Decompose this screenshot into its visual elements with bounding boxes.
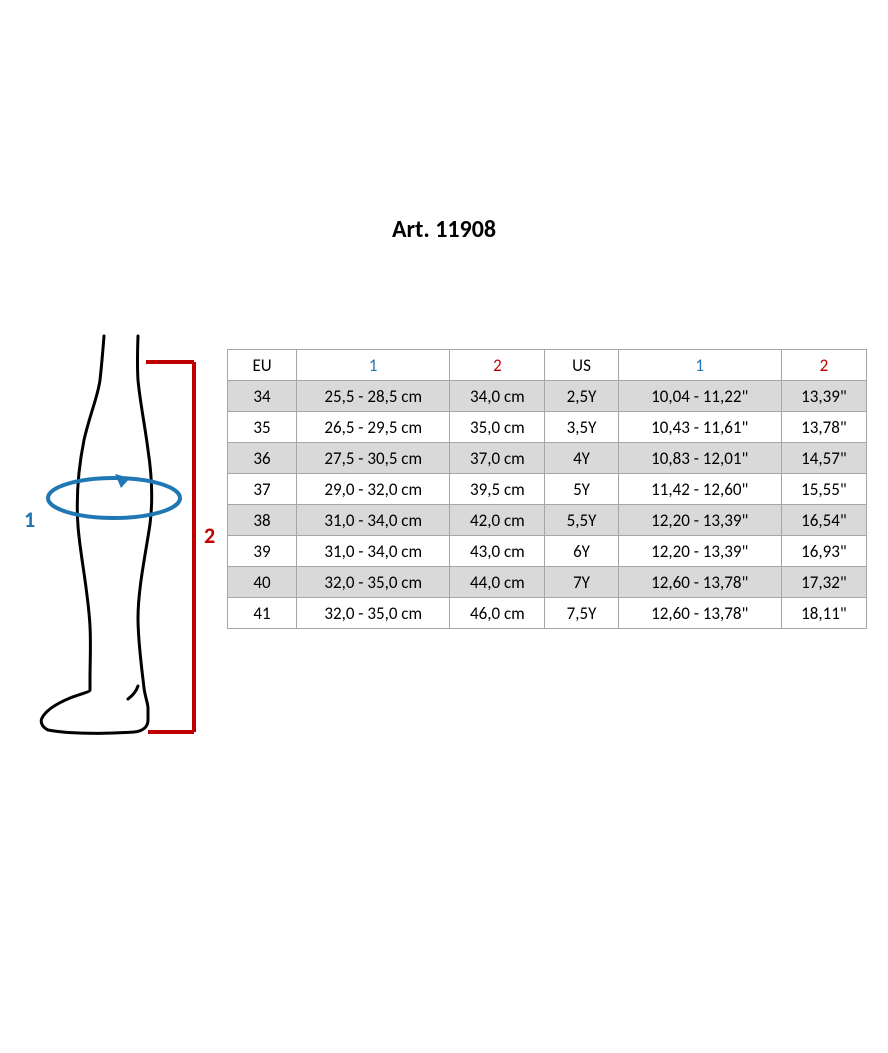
table-row: 4132,0 - 35,0 cm46,0 cm7,5Y12,60 - 13,78… bbox=[228, 598, 867, 629]
leg-diagram: 1 2 bbox=[18, 330, 228, 740]
table-cell: 37,0 cm bbox=[450, 443, 545, 474]
table-cell: 4Y bbox=[545, 443, 618, 474]
table-cell: 5Y bbox=[545, 474, 618, 505]
table-row: 3526,5 - 29,5 cm35,0 cm3,5Y10,43 - 11,61… bbox=[228, 412, 867, 443]
table-cell: 25,5 - 28,5 cm bbox=[297, 381, 450, 412]
table-cell: 43,0 cm bbox=[450, 536, 545, 567]
table-cell: 40 bbox=[228, 567, 297, 598]
table-cell: 6Y bbox=[545, 536, 618, 567]
table-cell: 18,11" bbox=[781, 598, 866, 629]
size-table-container: EU12US12 3425,5 - 28,5 cm34,0 cm2,5Y10,0… bbox=[227, 349, 867, 629]
table-cell: 15,55" bbox=[781, 474, 866, 505]
table-row: 3931,0 - 34,0 cm43,0 cm6Y12,20 - 13,39"1… bbox=[228, 536, 867, 567]
table-cell: 46,0 cm bbox=[450, 598, 545, 629]
table-cell: 3,5Y bbox=[545, 412, 618, 443]
table-cell: 27,5 - 30,5 cm bbox=[297, 443, 450, 474]
table-cell: 7,5Y bbox=[545, 598, 618, 629]
table-cell: 2,5Y bbox=[545, 381, 618, 412]
height-bracket-icon bbox=[146, 362, 194, 732]
table-row: 3831,0 - 34,0 cm42,0 cm5,5Y12,20 - 13,39… bbox=[228, 505, 867, 536]
table-cell: 29,0 - 32,0 cm bbox=[297, 474, 450, 505]
size-table-header-h2: 2 bbox=[450, 350, 545, 381]
table-cell: 34 bbox=[228, 381, 297, 412]
table-row: 3627,5 - 30,5 cm37,0 cm4Y10,83 - 12,01"1… bbox=[228, 443, 867, 474]
table-cell: 12,20 - 13,39" bbox=[618, 536, 781, 567]
table-cell: 12,20 - 13,39" bbox=[618, 505, 781, 536]
table-cell: 11,42 - 12,60" bbox=[618, 474, 781, 505]
table-cell: 10,83 - 12,01" bbox=[618, 443, 781, 474]
table-cell: 12,60 - 13,78" bbox=[618, 567, 781, 598]
table-cell: 17,32" bbox=[781, 567, 866, 598]
size-table-header-row: EU12US12 bbox=[228, 350, 867, 381]
size-table: EU12US12 3425,5 - 28,5 cm34,0 cm2,5Y10,0… bbox=[227, 349, 867, 629]
leg-outline bbox=[41, 336, 151, 733]
table-cell: 36 bbox=[228, 443, 297, 474]
leg-svg bbox=[18, 330, 228, 740]
size-table-header-h2i: 2 bbox=[781, 350, 866, 381]
size-table-header-us: US bbox=[545, 350, 618, 381]
table-cell: 39,5 cm bbox=[450, 474, 545, 505]
size-table-header-c1i: 1 bbox=[618, 350, 781, 381]
table-cell: 10,43 - 11,61" bbox=[618, 412, 781, 443]
table-cell: 42,0 cm bbox=[450, 505, 545, 536]
table-row: 3729,0 - 32,0 cm39,5 cm5Y11,42 - 12,60"1… bbox=[228, 474, 867, 505]
table-cell: 37 bbox=[228, 474, 297, 505]
table-cell: 13,39" bbox=[781, 381, 866, 412]
page: Art. 11908 1 2 EU1 bbox=[0, 0, 888, 1053]
table-cell: 32,0 - 35,0 cm bbox=[297, 567, 450, 598]
table-cell: 35 bbox=[228, 412, 297, 443]
table-row: 4032,0 - 35,0 cm44,0 cm7Y12,60 - 13,78"1… bbox=[228, 567, 867, 598]
table-cell: 31,0 - 34,0 cm bbox=[297, 505, 450, 536]
table-cell: 16,93" bbox=[781, 536, 866, 567]
table-row: 3425,5 - 28,5 cm34,0 cm2,5Y10,04 - 11,22… bbox=[228, 381, 867, 412]
table-cell: 14,57" bbox=[781, 443, 866, 474]
table-cell: 16,54" bbox=[781, 505, 866, 536]
table-cell: 41 bbox=[228, 598, 297, 629]
circumference-icon bbox=[48, 474, 180, 518]
leg-ankle-line bbox=[128, 686, 138, 699]
size-table-header-eu: EU bbox=[228, 350, 297, 381]
page-title: Art. 11908 bbox=[0, 215, 888, 244]
table-cell: 35,0 cm bbox=[450, 412, 545, 443]
table-cell: 32,0 - 35,0 cm bbox=[297, 598, 450, 629]
table-cell: 12,60 - 13,78" bbox=[618, 598, 781, 629]
table-cell: 10,04 - 11,22" bbox=[618, 381, 781, 412]
table-cell: 13,78" bbox=[781, 412, 866, 443]
table-cell: 31,0 - 34,0 cm bbox=[297, 536, 450, 567]
table-cell: 5,5Y bbox=[545, 505, 618, 536]
table-cell: 34,0 cm bbox=[450, 381, 545, 412]
table-cell: 7Y bbox=[545, 567, 618, 598]
table-cell: 38 bbox=[228, 505, 297, 536]
table-cell: 39 bbox=[228, 536, 297, 567]
diagram-label-2: 2 bbox=[204, 522, 215, 549]
table-cell: 44,0 cm bbox=[450, 567, 545, 598]
size-table-header-c1: 1 bbox=[297, 350, 450, 381]
table-cell: 26,5 - 29,5 cm bbox=[297, 412, 450, 443]
diagram-label-1: 1 bbox=[24, 506, 35, 533]
